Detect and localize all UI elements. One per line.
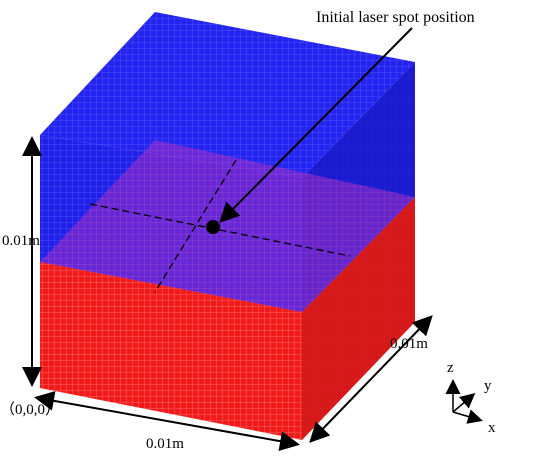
- axis-triad: z y x: [445, 360, 496, 436]
- dashed-line-x: [89, 203, 351, 257]
- x-axis-label: x: [488, 420, 496, 436]
- depth-label: 0.01m: [390, 336, 428, 352]
- z-axis-label: z: [447, 360, 454, 376]
- annotation-label: Initial laser spot position: [316, 9, 475, 26]
- laser-spot-marker: [206, 220, 220, 234]
- y-axis-label: y: [484, 378, 492, 394]
- y-axis-arrow: [452, 393, 476, 413]
- width-dimension-arrow: [34, 390, 300, 452]
- height-label: 0.01m: [2, 233, 40, 249]
- annotation-arrow: [219, 27, 413, 223]
- x-axis-arrow: [452, 409, 483, 424]
- origin-label: （0,0,0）: [0, 401, 60, 418]
- dashed-line-y: [154, 159, 237, 293]
- width-label: 0.01m: [146, 436, 184, 452]
- depth-dimension-arrow: [309, 315, 433, 443]
